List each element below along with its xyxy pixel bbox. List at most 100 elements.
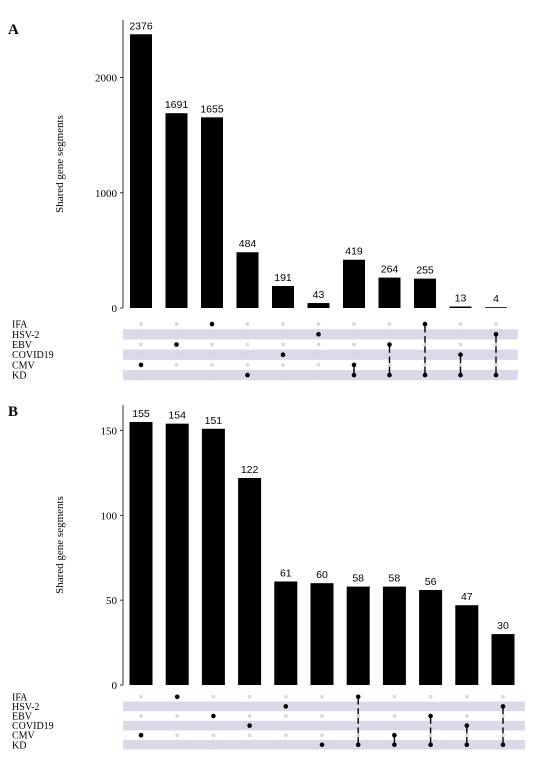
bar-value-label: 61 [280, 567, 292, 579]
bar [382, 586, 406, 685]
intersection-dot-inactive [139, 352, 143, 357]
intersection-dot-inactive [174, 373, 179, 377]
intersection-dot-inactive [320, 714, 324, 718]
bar-value-label: 43 [313, 289, 325, 301]
bar-value-label: 155 [132, 408, 150, 420]
bar-value-label: 30 [497, 620, 509, 632]
intersection-dot-inactive [174, 363, 179, 367]
intersection-dot-active [209, 321, 215, 327]
bar-value-label: 4 [493, 293, 499, 305]
intersection-dot-active [464, 742, 470, 748]
intersection-dot-inactive [281, 332, 285, 337]
bar-value-label: 1655 [200, 103, 224, 115]
bar [165, 423, 189, 685]
intersection-dot-inactive [139, 694, 143, 699]
intersection-dot-inactive [320, 694, 324, 699]
intersection-dot-inactive [210, 352, 214, 357]
intersection-dot-active [428, 713, 433, 719]
intersection-dot-inactive [245, 332, 250, 337]
intersection-dot-inactive [211, 704, 216, 709]
intersection-dot-inactive [501, 723, 505, 728]
intersection-dot-active [387, 342, 392, 347]
set-label: EBV [12, 340, 33, 351]
intersection-dot-inactive [247, 733, 252, 738]
intersection-dot-inactive [320, 733, 324, 738]
bar [419, 589, 443, 685]
intersection-dot-inactive [245, 352, 250, 357]
intersection-dot-inactive [247, 742, 252, 747]
bar [343, 259, 365, 308]
bar-value-label: 1691 [165, 99, 189, 111]
intersection-dot-inactive [175, 742, 180, 747]
intersection-dot-active [280, 352, 286, 358]
bar [272, 285, 294, 308]
set-label: CMV [12, 360, 36, 371]
bar-value-label: 484 [239, 238, 257, 250]
bar [414, 278, 436, 308]
intersection-dot-inactive [387, 352, 392, 357]
intersection-dot-inactive [247, 714, 252, 718]
matrix-band [123, 701, 526, 712]
intersection-dot-active [351, 362, 357, 368]
y-tick-label: 0 [112, 680, 118, 692]
bar-value-label: 191 [274, 272, 292, 284]
intersection-dot-inactive [494, 363, 498, 367]
set-label: COVID19 [12, 721, 54, 732]
bar [485, 307, 507, 308]
bar [307, 303, 330, 308]
intersection-dot-active [211, 713, 216, 719]
matrix-band [123, 720, 526, 731]
intersection-dot-inactive [352, 322, 356, 326]
intersection-dot-active [464, 723, 470, 728]
bar [449, 306, 472, 308]
intersection-dot-inactive [356, 714, 361, 718]
bar-value-label: 13 [455, 293, 467, 305]
intersection-dot-inactive [392, 714, 397, 718]
intersection-dot-inactive [458, 322, 463, 326]
intersection-dot-inactive [316, 342, 321, 347]
panel-label: A [8, 22, 19, 38]
intersection-dot-inactive [501, 694, 505, 699]
intersection-dot-inactive [175, 704, 180, 709]
intersection-dot-active [392, 732, 397, 738]
intersection-dot-active [500, 704, 506, 709]
intersection-dot-inactive [356, 704, 361, 709]
set-label: IFA [12, 320, 28, 331]
set-label: HSV-2 [12, 702, 39, 713]
intersection-dot-inactive [352, 352, 356, 357]
intersection-dot-inactive [464, 694, 469, 699]
bar [236, 252, 259, 308]
bar-value-label: 56 [425, 576, 437, 588]
intersection-dot-active [493, 332, 499, 337]
intersection-dot-inactive [423, 332, 427, 337]
set-label: CMV [12, 731, 36, 742]
intersection-dot-inactive [139, 704, 143, 709]
bar [129, 421, 153, 685]
intersection-dot-inactive [210, 363, 214, 367]
intersection-dot-inactive [494, 322, 498, 326]
bar [130, 34, 152, 309]
bar [165, 113, 188, 308]
intersection-dot-inactive [423, 352, 427, 357]
set-label: COVID19 [12, 350, 54, 361]
intersection-dot-inactive [281, 322, 285, 326]
intersection-dot-inactive [281, 373, 285, 377]
intersection-dot-inactive [283, 694, 288, 699]
bar [238, 477, 262, 685]
intersection-dot-inactive [387, 332, 392, 337]
intersection-dot-inactive [174, 322, 179, 326]
intersection-dot-active [174, 694, 180, 700]
intersection-dot-inactive [387, 322, 392, 326]
intersection-dot-active [316, 332, 321, 337]
intersection-dot-active [283, 704, 289, 709]
bar-value-label: 419 [345, 246, 363, 258]
intersection-dot-inactive [139, 322, 143, 326]
intersection-dot-inactive [352, 342, 356, 347]
set-label: KD [12, 740, 26, 751]
intersection-dot-inactive [245, 322, 250, 326]
intersection-dot-inactive [494, 352, 498, 357]
intersection-dot-inactive [175, 714, 180, 718]
intersection-dot-active [493, 372, 499, 378]
intersection-dot-inactive [356, 723, 361, 728]
intersection-dot-inactive [211, 694, 216, 699]
